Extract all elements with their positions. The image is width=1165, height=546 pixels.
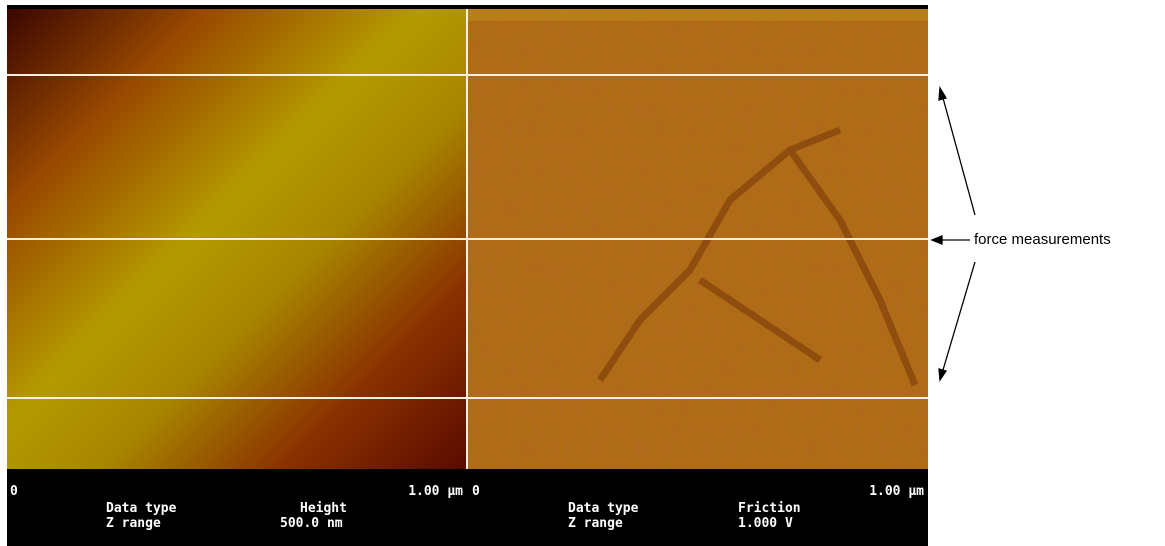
z-range: 500.0 nm [280,516,343,531]
scale-end: 1.00 μm [869,484,924,499]
top-border [7,5,928,9]
scale-end: 1.00 μm [408,484,463,499]
data-type: Height [300,501,347,516]
data-type-label: Data type [568,501,639,516]
z-range-label: Z range [106,516,161,531]
scale-start: 0 [10,484,18,499]
z-range-label: Z range [568,516,623,531]
figure: 0 1.00 μm Data type Height Z range 500.0… [0,0,1165,546]
annotation: force measurements [974,231,1111,248]
z-range: 1.000 V [738,516,793,531]
image-panels [7,5,928,546]
friction-highlight [468,9,928,21]
scale-start: 0 [472,484,480,499]
data-type-label: Data type [106,501,177,516]
annotation-arrows [932,88,975,380]
data-type: Friction [738,501,801,516]
